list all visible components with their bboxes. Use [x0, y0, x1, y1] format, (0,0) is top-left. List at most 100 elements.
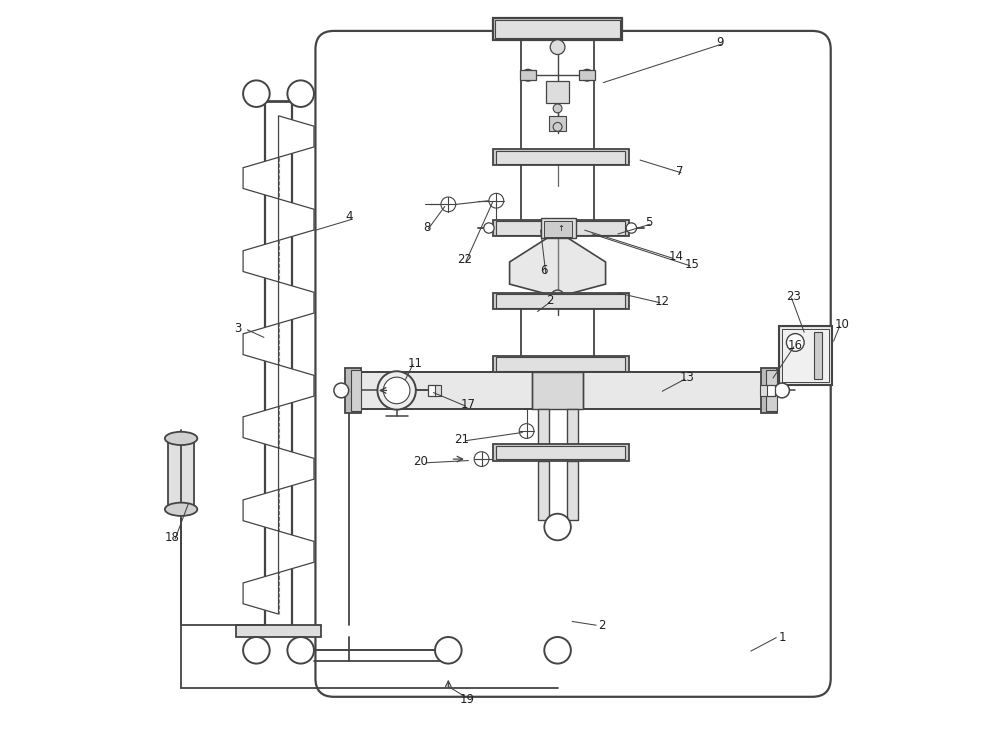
Bar	[493, 293, 629, 309]
Circle shape	[626, 223, 637, 233]
Bar	[546, 81, 569, 103]
Circle shape	[553, 122, 562, 131]
Bar	[496, 222, 625, 235]
Bar	[541, 219, 576, 238]
Polygon shape	[243, 240, 279, 282]
Text: 18: 18	[165, 531, 180, 544]
Bar	[766, 370, 777, 411]
Circle shape	[581, 70, 593, 81]
Bar	[435, 385, 441, 396]
Text: 23: 23	[786, 290, 801, 303]
Polygon shape	[279, 199, 314, 240]
Bar	[579, 70, 595, 80]
Circle shape	[786, 333, 804, 351]
Bar	[168, 439, 194, 509]
Bar	[549, 116, 566, 130]
Bar	[761, 368, 777, 413]
Bar	[236, 625, 321, 637]
Circle shape	[544, 637, 571, 664]
Polygon shape	[279, 531, 314, 573]
Circle shape	[550, 40, 565, 55]
Circle shape	[489, 193, 504, 208]
Bar	[493, 356, 629, 372]
Circle shape	[435, 637, 462, 664]
Bar	[782, 329, 829, 382]
Bar	[814, 332, 822, 379]
Text: 13: 13	[680, 371, 695, 385]
Bar	[345, 368, 361, 413]
Text: 15: 15	[685, 258, 699, 270]
Bar	[351, 370, 361, 411]
Bar	[496, 357, 625, 370]
Bar	[493, 149, 629, 165]
Circle shape	[551, 290, 564, 303]
Bar	[779, 326, 832, 385]
Text: 3: 3	[234, 322, 242, 335]
Bar	[493, 220, 629, 236]
Text: 9: 9	[716, 36, 724, 49]
Text: 10: 10	[834, 318, 849, 331]
Polygon shape	[243, 490, 279, 531]
Polygon shape	[279, 365, 314, 407]
Text: 2: 2	[598, 619, 606, 631]
Text: 8: 8	[423, 221, 431, 233]
Circle shape	[334, 383, 349, 398]
Circle shape	[243, 637, 270, 664]
Text: 7: 7	[676, 165, 683, 178]
Bar	[360, 372, 762, 409]
Bar	[567, 461, 578, 519]
Bar	[532, 372, 583, 409]
Text: 12: 12	[655, 295, 670, 308]
Text: 1: 1	[779, 631, 787, 644]
Text: 17: 17	[461, 398, 476, 411]
Polygon shape	[243, 573, 279, 614]
Polygon shape	[510, 236, 606, 300]
Text: ↑: ↑	[557, 224, 564, 233]
Circle shape	[287, 637, 314, 664]
Polygon shape	[243, 157, 279, 199]
Polygon shape	[279, 282, 314, 323]
Bar	[428, 385, 437, 396]
Bar	[496, 150, 625, 164]
Circle shape	[383, 377, 410, 404]
Bar	[766, 385, 775, 396]
Text: 6: 6	[541, 265, 548, 277]
Circle shape	[441, 197, 456, 212]
Polygon shape	[279, 448, 314, 490]
Polygon shape	[243, 407, 279, 448]
Circle shape	[544, 514, 571, 540]
Bar	[496, 446, 625, 459]
Circle shape	[484, 223, 494, 233]
Bar	[493, 18, 622, 40]
FancyBboxPatch shape	[315, 31, 831, 697]
Text: 21: 21	[454, 433, 469, 445]
Text: 22: 22	[457, 253, 472, 266]
Circle shape	[474, 452, 489, 467]
Ellipse shape	[165, 432, 197, 445]
Circle shape	[287, 80, 314, 107]
Text: 16: 16	[788, 339, 803, 352]
Text: 4: 4	[345, 210, 352, 224]
Text: 5: 5	[645, 216, 652, 230]
Polygon shape	[243, 323, 279, 365]
Ellipse shape	[165, 502, 197, 516]
Circle shape	[775, 383, 789, 398]
Circle shape	[522, 70, 534, 81]
Bar	[495, 20, 620, 38]
Text: 19: 19	[459, 693, 474, 705]
Text: 11: 11	[408, 356, 423, 370]
Text: 2: 2	[546, 294, 553, 307]
Bar	[538, 461, 549, 519]
Bar	[520, 70, 536, 80]
Bar	[496, 294, 625, 308]
Bar	[760, 385, 767, 396]
Text: 14: 14	[668, 250, 683, 263]
Polygon shape	[279, 116, 314, 157]
Bar	[544, 221, 572, 237]
Circle shape	[519, 424, 534, 439]
Text: 20: 20	[413, 455, 428, 468]
Bar	[567, 409, 578, 445]
Bar	[538, 409, 549, 445]
Bar	[493, 445, 629, 461]
Circle shape	[553, 104, 562, 113]
